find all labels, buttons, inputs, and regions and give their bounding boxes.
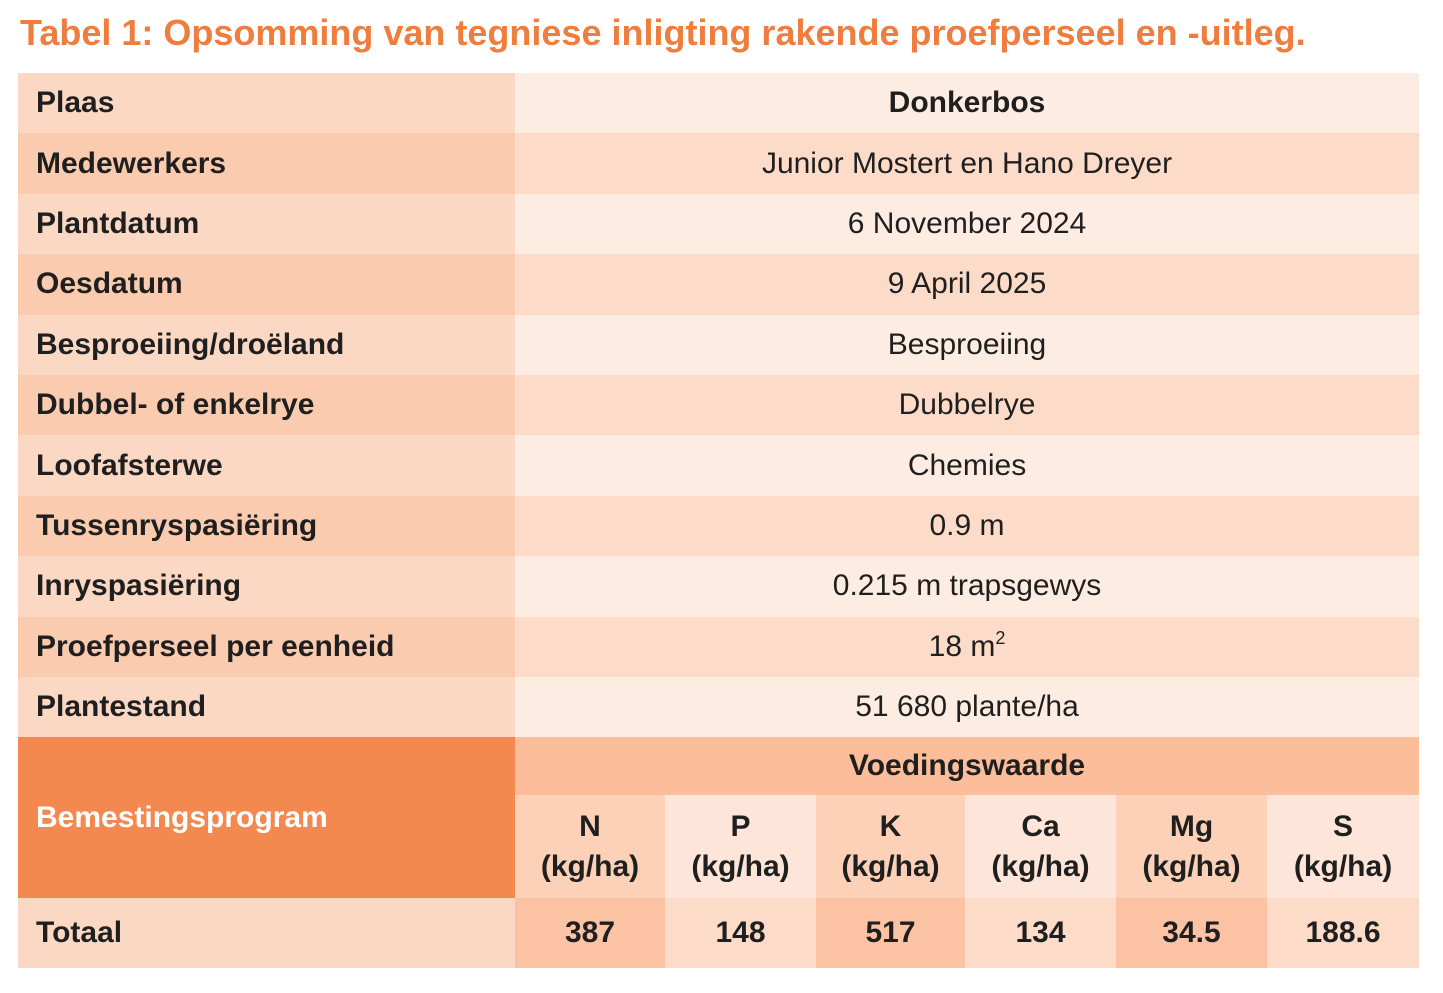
- row-value-tussenryspasiering: 0.9 m: [515, 495, 1420, 557]
- row-label-plantestand: Plantestand: [18, 676, 515, 738]
- fertilizer-label: Bemestingsprogram: [18, 737, 515, 899]
- table-row: Dubbel- of enkelrye Dubbelrye: [18, 374, 1420, 436]
- nutrient-symbol: N: [579, 809, 601, 843]
- row-value-plantdatum: 6 November 2024: [515, 193, 1420, 255]
- nutrient-unit: (kg/ha): [991, 849, 1090, 883]
- nutrient-symbol: Mg: [1169, 809, 1214, 843]
- row-value-besproeiing: Besproeiing: [515, 314, 1420, 375]
- nutrient-unit: (kg/ha): [540, 849, 640, 883]
- row-label-loofafsterwe: Loofafsterwe: [18, 435, 515, 496]
- table-row: Oesdatum 9 April 2025: [18, 254, 1420, 315]
- nutrient-symbol: S: [1333, 809, 1354, 843]
- row-label-plantdatum: Plantdatum: [18, 193, 515, 255]
- row-label-plaas: Plaas: [18, 73, 515, 134]
- row-value-plantestand: 51 680 plante/ha: [515, 676, 1420, 738]
- area-superscript: 2: [995, 627, 1006, 648]
- nutrient-header-k: K (kg/ha): [816, 795, 965, 899]
- nutrient-header-n: N (kg/ha): [515, 795, 665, 899]
- row-label-medewerkers: Medewerkers: [18, 133, 515, 194]
- nutrient-unit: (kg/ha): [1142, 849, 1241, 883]
- total-k: 517: [816, 898, 965, 969]
- total-n: 387: [515, 898, 665, 969]
- nutrient-unit: (kg/ha): [841, 849, 940, 883]
- total-ca: 134: [965, 898, 1116, 969]
- info-table: Plaas Donkerbos Medewerkers Junior Moste…: [18, 73, 1420, 969]
- nutrient-header-mg: Mg (kg/ha): [1116, 795, 1267, 899]
- table-row: Proefperseel per eenheid 18 m2: [18, 616, 1420, 677]
- nutrient-header-row: N (kg/ha) P (kg/ha) K (kg/ha) Ca (kg/ha) Mg (…: [18, 795, 1420, 899]
- table-row: Loofafsterwe Chemies: [18, 435, 1420, 496]
- table-row: Besproeiing/droëland Besproeiing: [18, 314, 1420, 375]
- row-label-oesdatum: Oesdatum: [18, 254, 515, 315]
- total-mg: 34.5: [1116, 898, 1267, 969]
- nutrient-symbol: P: [730, 809, 751, 843]
- nutrient-header-s: S (kg/ha): [1267, 795, 1420, 899]
- nutrient-unit: (kg/ha): [691, 849, 790, 883]
- table-row: Plantdatum 6 November 2024: [18, 193, 1420, 255]
- total-label: Totaal: [18, 898, 515, 969]
- row-value-plaas: Donkerbos: [515, 73, 1420, 134]
- table-title: Tabel 1: Opsomming van tegniese inligtin…: [20, 12, 1306, 53]
- row-label-rye: Dubbel- of enkelrye: [18, 374, 515, 436]
- nutrient-unit: (kg/ha): [1293, 849, 1393, 883]
- table-row: Inryspasiëring 0.215 m trapsgewys: [18, 556, 1420, 617]
- total-row: Totaal 387 148 517 134 34.5 188.6: [18, 898, 1420, 969]
- row-label-tussenryspasiering: Tussenryspasiëring: [18, 495, 515, 557]
- row-label-inryspasiering: Inryspasiëring: [18, 556, 515, 617]
- table-row: Plaas Donkerbos: [18, 73, 1420, 134]
- row-label-proefperseel: Proefperseel per eenheid: [18, 616, 515, 677]
- table-row: Medewerkers Junior Mostert en Hano Dreye…: [18, 133, 1420, 194]
- nutrient-header-ca: Ca (kg/ha): [965, 795, 1116, 899]
- total-s: 188.6: [1267, 898, 1420, 969]
- area-value: 18 m: [928, 629, 996, 663]
- row-value-inryspasiering: 0.215 m trapsgewys: [515, 556, 1420, 617]
- nutrient-symbol: K: [879, 809, 902, 843]
- row-value-loofafsterwe: Chemies: [515, 435, 1420, 496]
- row-value-oesdatum: 9 April 2025: [515, 254, 1420, 315]
- table-row: Plantestand 51 680 plante/ha: [18, 676, 1420, 738]
- total-p: 148: [665, 898, 816, 969]
- nutrient-header-p: P (kg/ha): [665, 795, 816, 899]
- row-value-rye: Dubbelrye: [515, 374, 1420, 436]
- row-value-medewerkers: Junior Mostert en Hano Dreyer: [515, 133, 1420, 194]
- fertilizer-header-row: Bemestingsprogram Voedingswaarde: [18, 737, 1420, 899]
- nutrient-symbol: Ca: [1021, 809, 1060, 843]
- nutrient-group-header: Voedingswaarde: [515, 737, 1420, 796]
- row-label-besproeiing: Besproeiing/droëland: [18, 314, 515, 375]
- row-value-proefperseel: 18 m2: [515, 616, 1420, 677]
- table-row: Tussenryspasiëring 0.9 m: [18, 495, 1420, 557]
